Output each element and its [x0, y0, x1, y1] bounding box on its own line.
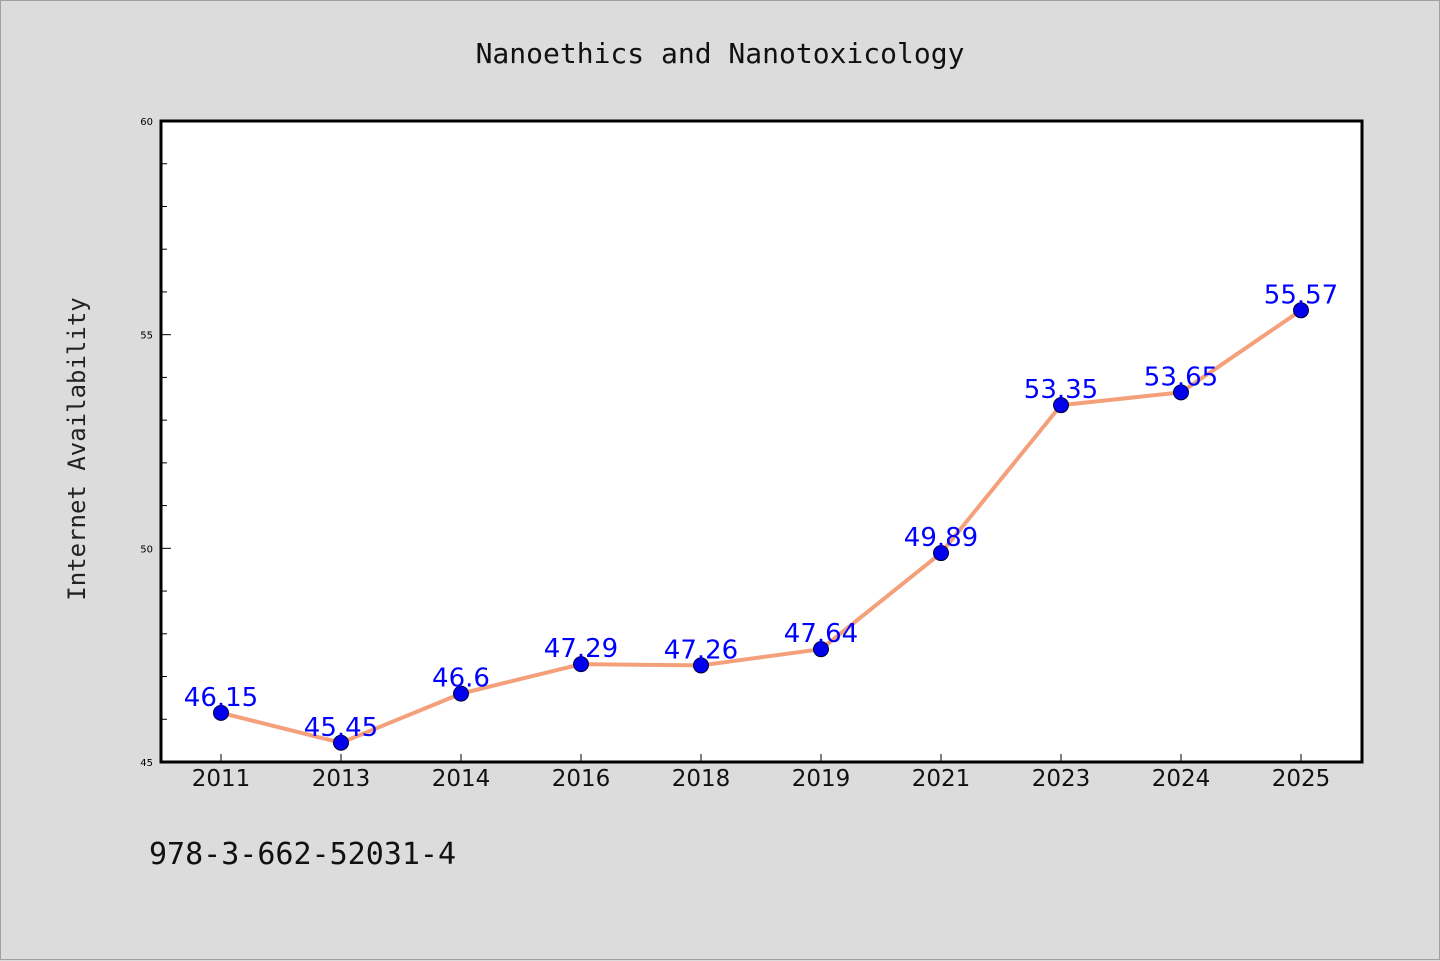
chart-title: Nanoethics and Nanotoxicology [475, 37, 965, 70]
data-label: 53.65 [1144, 362, 1218, 392]
x-axis: 2011 2013 2014 2016 2018 2019 2021 2023 2024 2025 [192, 754, 1331, 792]
y-tick-label: 60 [140, 117, 153, 128]
x-tick-label: 2024 [1152, 766, 1211, 792]
y-axis: 45 50 55 60 [140, 117, 171, 769]
x-tick-label: 2013 [312, 766, 371, 792]
data-label: 47.26 [664, 635, 738, 665]
data-label: 47.64 [784, 619, 858, 649]
data-label: 55.57 [1264, 280, 1338, 310]
data-label: 46.15 [184, 683, 258, 713]
data-point [333, 734, 349, 751]
series-line [220, 308, 1303, 745]
data-point [693, 657, 709, 674]
data-point [1293, 302, 1309, 319]
x-tick-label: 2021 [912, 766, 971, 792]
series-group: 46.15 45.45 46.6 47.29 47.26 47.64 49.89 53.35 5… [184, 280, 1338, 751]
data-point [213, 704, 229, 721]
x-tick-label: 2023 [1032, 766, 1091, 792]
data-label: 46.6 [432, 664, 490, 694]
data-point [933, 545, 949, 562]
x-tick-label: 2016 [552, 766, 611, 792]
plot-area [159, 119, 1364, 764]
x-tick-label: 2018 [672, 766, 731, 792]
data-point [1053, 397, 1069, 414]
x-tick-label: 2025 [1272, 766, 1331, 792]
x-tick-label: 2014 [432, 766, 491, 792]
data-label: 53.35 [1024, 375, 1098, 405]
x-tick-label: 2019 [792, 766, 851, 792]
y-tick-label: 50 [140, 544, 153, 555]
isbn-footnote: 978-3-662-52031-4 [149, 837, 457, 872]
data-point [813, 641, 829, 658]
x-tick-label: 2011 [192, 766, 251, 792]
data-point [453, 685, 469, 702]
data-label: 45.45 [304, 713, 378, 743]
data-label: 47.29 [544, 634, 618, 664]
data-point [573, 656, 589, 673]
y-tick-label: 45 [140, 758, 153, 769]
y-tick-label: 55 [140, 331, 153, 342]
data-label: 49.89 [904, 523, 978, 553]
data-point [1173, 384, 1189, 401]
